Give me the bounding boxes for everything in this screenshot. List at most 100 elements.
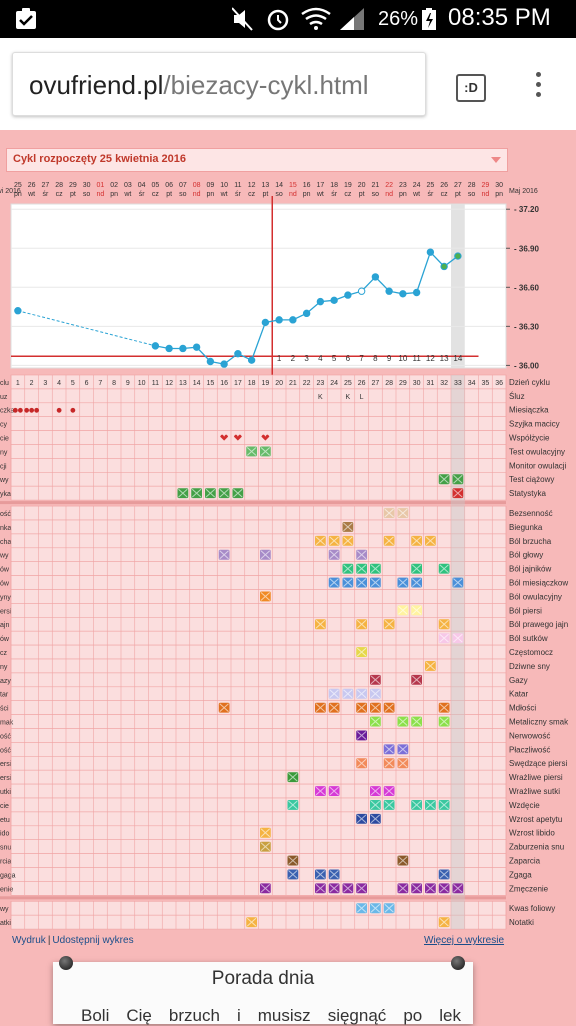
row-label: Gazy [509,676,528,685]
address-bar[interactable]: ovufriend.pl/biezacy-cykl.html [12,52,426,116]
symptom-mark-x [260,550,271,560]
symptom-mark-x [411,564,422,573]
date-label: 27 [454,182,462,189]
cycle-day-number: 26 [358,380,366,387]
row-label: Kwas foliowy [509,904,555,913]
more-about-chart-link[interactable]: Więcej o wykresie [424,935,505,946]
date-label: 24 [413,182,421,189]
symptom-mark-x [439,619,449,629]
symptom-mark-x [411,578,422,587]
post-ovulation-number: 2 [291,354,296,363]
row-label-clipped: ów [0,581,10,588]
tabs-button[interactable]: :D [456,74,486,102]
row-label-clipped: cie [0,436,9,443]
month-label: Kwi 2016 [0,188,21,195]
post-ovulation-number: 4 [318,354,323,363]
row-label: Śluz [509,392,525,401]
heart-icon [220,434,229,441]
cycle-day-number: 22 [303,380,311,387]
row-label: Częstomocz [509,648,553,657]
date-label: 18 [330,182,338,189]
symptom-mark-x [370,578,381,587]
symptom-mark-x [343,884,353,893]
cycle-day-number: 30 [413,380,421,387]
post-ovulation-number: 9 [387,354,392,363]
row-label-clipped: czka [0,408,15,415]
cycle-day-number: 14 [193,380,201,387]
symptom-mark-x [356,903,367,913]
today-column-highlight [451,204,465,368]
date-label: 05 [151,182,159,189]
symptom-mark-x [411,675,422,685]
temp-point [357,287,366,295]
weekday-label: nd [481,191,489,198]
weekday-label: so [83,191,91,198]
cycle-day-number: 33 [454,380,462,387]
symptom-mark-x [439,633,449,643]
weekday-label: wt [220,191,228,198]
row-label-clipped: enie [0,886,13,893]
mute-icon [232,7,253,31]
row-label-clipped: ny [0,449,8,456]
heart-icon [261,434,270,441]
alarm-icon [267,9,289,31]
symptom-mark-x [356,689,367,699]
row-label-clipped: ość [0,733,11,740]
date-label: 30 [83,182,91,189]
symptom-mark-x [384,703,394,712]
cycle-day-number: 36 [495,380,503,387]
symptom-mark-x [370,675,381,685]
post-ovulation-number: 8 [373,354,378,363]
period-drop-icon [70,407,76,413]
period-drop-icon [17,407,23,413]
share-link[interactable]: Udostępnij wykres [52,935,134,946]
cycle-selector[interactable]: Cykl rozpoczęty 25 kwietnia 2016 [6,148,508,172]
weekday-label: cz [152,191,160,198]
weekday-label: so [372,191,380,198]
row-label: Biegunka [509,523,543,532]
row-label: Wzdęcie [509,801,540,810]
row-label-clipped: ość [0,511,11,518]
temp-point [454,252,462,260]
temp-point [412,288,421,297]
symptom-mark-x [439,703,449,712]
row-label: Mdłości [509,704,536,713]
weekday-label: pt [359,191,365,198]
row-label: Test ciążowy [509,475,554,484]
print-link[interactable]: Wydruk [12,935,46,946]
temp-point [151,342,160,350]
cycle-day-number: 15 [206,380,214,387]
y-tick-label: - 36.30 [514,322,539,331]
period-drop-icon [34,407,40,413]
row-label: Bezsenność [509,509,553,518]
date-label: 08 [193,182,201,189]
cycle-day-number: 3 [43,380,47,387]
pin-icon [59,956,73,970]
temp-point [426,248,435,256]
row-label-clipped: ści [0,706,9,713]
temp-point [192,343,201,351]
tip-of-the-day: Porada dnia Boli Cię brzuch i musisz się… [53,956,473,1025]
row-label-clipped: ersi [0,608,12,615]
row-label-clipped: cie [0,803,9,810]
symptom-mark-x [343,689,353,699]
row-label-clipped: rcia [0,859,11,866]
symptom-mark-x [425,800,436,810]
row-label-clipped: ów [0,567,10,574]
row-label: Zaparcia [509,857,541,866]
row-label-clipped: ny [0,664,8,671]
weekday-label: pt [70,191,76,198]
symptom-mark-x [315,884,326,893]
date-label: 25 [426,182,434,189]
overflow-menu-icon[interactable] [532,70,544,102]
cycle-day-number: 25 [344,380,352,387]
symptom-mark-x [411,606,422,615]
symptom-mark-x [315,786,326,796]
temp-point [179,344,187,353]
symptom-mark-x [398,606,408,615]
date-label: 01 [96,182,104,189]
symptom-mark-x [356,578,367,587]
date-label: 17 [316,182,324,189]
period-drop-icon [56,407,62,413]
symptom-mark-x [329,703,339,712]
